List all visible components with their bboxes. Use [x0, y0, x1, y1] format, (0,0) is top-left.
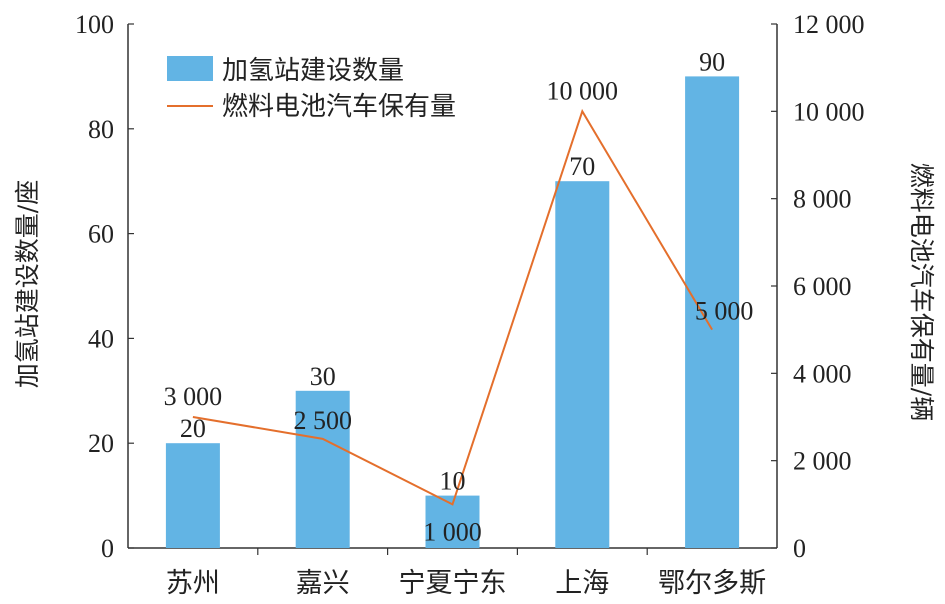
y-left-tick-label: 0 [101, 534, 114, 563]
y-axis-left-title: 加氢站建设数量/座 [13, 180, 42, 388]
line-value-label: 2 500 [293, 406, 352, 435]
data-labels: 20 30 10 70 90 3 000 2 500 1 000 10 000 5 000 [164, 47, 754, 546]
legend-swatch-bar [167, 56, 213, 81]
y-left-tick-label: 100 [75, 10, 114, 39]
y-left-tick-label: 40 [88, 324, 114, 353]
y-right-tick-label: 0 [793, 534, 806, 563]
bar [295, 390, 350, 548]
x-tick-label: 宁夏宁东 [399, 568, 507, 599]
y-left-tick-label: 20 [88, 429, 114, 458]
bar-value-label: 30 [310, 362, 336, 391]
legend: 加氢站建设数量 燃料电池汽车保有量 [167, 56, 456, 122]
bar [555, 181, 610, 548]
bar-value-label: 20 [180, 414, 206, 443]
y-right-tick-label: 10 000 [793, 97, 865, 126]
y-right-tick-label: 2 000 [793, 447, 852, 476]
axes: 0 20 40 60 80 100 0 2 000 4 000 6 000 8 000 10 000 1… [75, 10, 865, 599]
y-axis-right-title: 燃料电池汽车保有量/辆 [907, 163, 936, 421]
bar [165, 443, 220, 548]
y-left-tick-label: 60 [88, 220, 114, 249]
bar-value-label: 70 [569, 152, 595, 181]
bar-series [165, 76, 740, 549]
x-tick-label: 嘉兴 [296, 568, 350, 599]
line-value-label: 1 000 [423, 517, 482, 546]
y-right-tick-label: 6 000 [793, 272, 852, 301]
line-value-label: 3 000 [164, 382, 223, 411]
y-right-tick-label: 12 000 [793, 10, 865, 39]
y-left-tick-label: 80 [88, 115, 114, 144]
line-series [192, 108, 713, 506]
x-tick-label: 上海 [555, 568, 609, 599]
x-tick-label: 苏州 [166, 568, 220, 599]
y-right-tick-label: 8 000 [793, 185, 852, 214]
line-value-label: 10 000 [547, 76, 619, 105]
bar-value-label: 90 [699, 47, 725, 76]
legend-label-line: 燃料电池汽车保有量 [222, 92, 456, 122]
x-tick-label: 鄂尔多斯 [658, 568, 766, 599]
line-value-label: 5 000 [695, 297, 754, 326]
bar [685, 76, 740, 549]
legend-label-bar: 加氢站建设数量 [222, 56, 404, 86]
line-path [192, 108, 713, 506]
bar-value-label: 10 [440, 467, 466, 496]
y-right-tick-label: 4 000 [793, 359, 852, 388]
